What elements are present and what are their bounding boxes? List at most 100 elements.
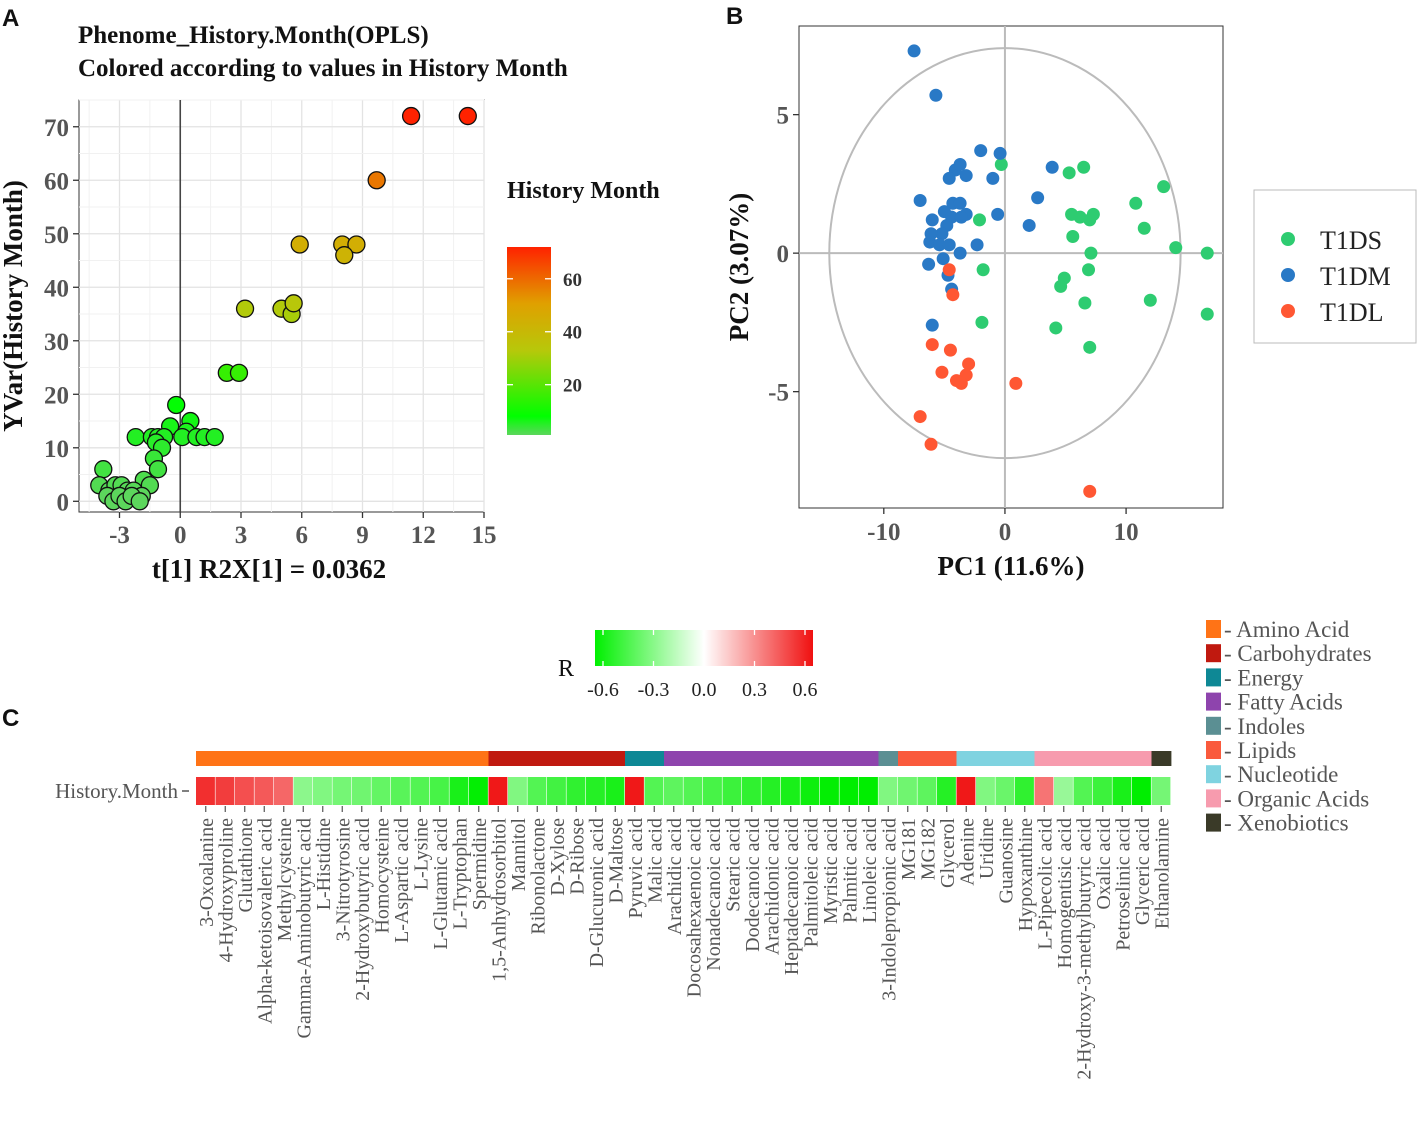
heatmap-category-cell — [527, 751, 548, 766]
opls-colorbar-ticks: 20 40 60 — [507, 270, 582, 397]
opls-ticks: -3 0 3 6 9 12 15 0 10 20 30 40 50 60 70 — [44, 115, 497, 549]
heatmap-legend-swatch — [1206, 765, 1221, 784]
pca-point-t1dm — [953, 158, 967, 172]
heatmap-cell — [449, 777, 469, 805]
pca-point-t1dm — [953, 196, 967, 210]
heatmap-column-label: Spermidine — [469, 818, 491, 910]
pca-legend-box — [1253, 189, 1417, 344]
pca-x-tick-label: -10 — [867, 519, 900, 546]
pca-point-t1dm — [907, 44, 921, 58]
pca-point-t1dm — [986, 171, 1000, 185]
pca-point-t1dm — [959, 169, 973, 183]
pca-point-t1dm — [1031, 191, 1045, 205]
opls-title-line1: Phenome_History.Month(OPLS) — [78, 22, 429, 49]
heatmap-category-cell — [683, 751, 704, 766]
heatmap-cell — [254, 777, 274, 805]
heatmap-column-label: Palmitoleic acid — [800, 818, 822, 947]
heatmap-category-cell — [235, 751, 255, 766]
heatmap-column-label: Uridine — [976, 818, 998, 879]
heatmap-category-cell — [761, 751, 782, 766]
pca-plot-area — [798, 25, 1224, 509]
pca-point-t1ds — [1200, 307, 1214, 321]
opls-y-tick-label: 60 — [44, 168, 69, 195]
pca-point-t1dm — [991, 207, 1005, 221]
heatmap-category-cell — [820, 751, 840, 766]
heatmap-category-cell — [352, 751, 372, 766]
heatmap-category-cell — [1112, 751, 1133, 766]
heatmap-cell — [1073, 777, 1093, 805]
heatmap-legend-swatch — [1206, 620, 1221, 638]
heatmap-category-cell — [859, 751, 879, 766]
heatmap-category-cell — [566, 751, 587, 766]
heatmap-cell — [527, 777, 547, 805]
opls-point — [347, 235, 366, 254]
heatmap-category-cell — [254, 751, 275, 766]
heatmap-cell — [352, 777, 371, 805]
heatmap-category-cell — [937, 751, 957, 766]
opls-x-axis-label: t[1] R2X[1] = 0.0362 — [152, 554, 386, 584]
pca-point-t1ds — [1137, 221, 1151, 235]
heatmap-colorbar-tick-label: 0.3 — [742, 679, 767, 701]
heatmap-cell — [313, 777, 332, 805]
heatmap-legend-label: - Indoles — [1224, 714, 1305, 739]
opls-y-tick-label: 0 — [57, 489, 70, 516]
heatmap-category-cell — [1151, 751, 1172, 766]
pca-legend: T1DS T1DM T1DL — [1281, 226, 1391, 327]
heatmap-legend-swatch — [1206, 692, 1221, 711]
heatmap-column-label: L-Tryptophan — [449, 818, 471, 929]
heatmap-legend-label: - Organic Acids — [1224, 786, 1369, 811]
heatmap-category-cell — [430, 751, 450, 766]
heatmap-category-cell — [332, 751, 353, 766]
heatmap-cell — [391, 777, 410, 805]
heatmap-cell — [430, 777, 449, 805]
heatmap-category-cell — [800, 751, 821, 766]
pca-point-t1dl — [954, 376, 968, 390]
heatmap-cell — [1132, 777, 1151, 805]
opls-colorbar — [507, 247, 551, 435]
heatmap-cell — [937, 777, 956, 805]
pca-point-t1ds — [1086, 207, 1100, 221]
heatmap-category-cell — [508, 751, 528, 766]
heatmap-cell — [469, 777, 488, 805]
pca-point-t1ds — [1077, 160, 1091, 174]
heatmap-column-label: D-Ribose — [566, 818, 588, 895]
pca-point-t1ds — [1169, 241, 1183, 255]
heatmap-legend-swatch — [1206, 668, 1221, 687]
heatmap-column-label: Docosahexaenoic acid — [683, 818, 705, 997]
heatmap-legend-label: - Lipids — [1224, 738, 1296, 763]
opls-y-tick-label: 50 — [44, 222, 69, 249]
pca-legend-label: T1DL — [1320, 298, 1384, 327]
heatmap-column-label: MG181 — [898, 818, 920, 880]
pca-point-t1dm — [942, 171, 956, 185]
pca-point-t1dm — [953, 246, 967, 260]
opls-y-tick-label: 10 — [44, 436, 69, 463]
pca-y-tick-label: 5 — [777, 103, 790, 130]
heatmap-cell — [878, 777, 898, 805]
heatmap-category-bar — [196, 751, 1172, 766]
heatmap-column-label: D-Glucuronic acid — [586, 818, 608, 967]
pca-legend-marker-t1dm — [1281, 268, 1295, 282]
heatmap-cell — [761, 777, 781, 805]
heatmap-cell — [859, 777, 878, 805]
heatmap-category-cell — [293, 751, 314, 766]
opls-point — [290, 235, 309, 254]
heatmap-cell — [644, 777, 664, 805]
heatmap-column-label: 4-Hydroxyproline — [215, 818, 237, 963]
opls-point — [148, 460, 168, 479]
heatmap-category-cell — [605, 751, 626, 766]
heatmap-column-label: Petroselinic acid — [1112, 818, 1134, 951]
heatmap-legend-label: - Xenobiotics — [1224, 811, 1349, 836]
heatmap-cell — [742, 777, 761, 805]
opls-title-line2: Colored according to values in History M… — [78, 55, 568, 82]
heatmap-column-label: Stearic acid — [722, 818, 744, 912]
heatmap-cell — [196, 777, 215, 805]
heatmap-cell — [956, 777, 976, 805]
heatmap-category-cell — [1054, 751, 1074, 766]
heatmap-category-cell — [1073, 751, 1094, 766]
pca-point-t1ds — [1200, 246, 1214, 260]
panel-label-c: C — [2, 705, 19, 732]
pca-point-t1dm — [913, 194, 927, 208]
pca-x-axis-label: PC1 (11.6%) — [938, 551, 1085, 581]
